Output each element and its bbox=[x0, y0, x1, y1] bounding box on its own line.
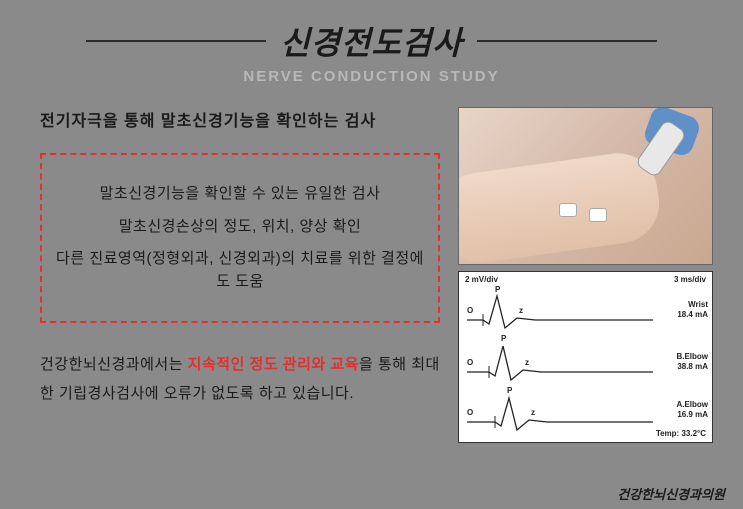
wave-3-top: A.Elbow bbox=[676, 400, 708, 409]
waveform-svg bbox=[465, 286, 655, 440]
procedure-photo bbox=[458, 107, 713, 265]
wave-1-top: Wrist bbox=[688, 300, 708, 309]
marker-O-2: O bbox=[467, 358, 473, 367]
box-line-3: 다른 진료영역(정형외과, 신경외과)의 치료를 위한 결정에도 도움 bbox=[56, 248, 424, 293]
marker-P-2: P bbox=[501, 334, 506, 343]
marker-P-3: P bbox=[507, 386, 512, 395]
chart-temp: Temp: 33.2°C bbox=[656, 429, 706, 438]
box-line-1: 말초신경기능을 확인할 수 있는 유일한 검사 bbox=[56, 183, 424, 206]
scale-right: 3 ms/div bbox=[674, 275, 706, 284]
marker-O-1: O bbox=[467, 306, 473, 315]
bottom-text: 건강한뇌신경과에서는 지속적인 정도 관리와 교육을 통해 최대한 기립경사검사… bbox=[40, 351, 440, 408]
page-title: 신경전도검사 bbox=[280, 18, 463, 64]
marker-Z-2: z bbox=[525, 358, 529, 367]
footer-brand: 건강한뇌신경과의원 bbox=[617, 484, 725, 503]
wave-1-bottom: 18.4 mA bbox=[677, 310, 708, 319]
wave-2-bottom: 38.8 mA bbox=[677, 362, 708, 371]
box-line-2: 말초신경손상의 정도, 위치, 양상 확인 bbox=[56, 216, 424, 239]
marker-Z-1: z bbox=[519, 306, 523, 315]
title-line-left bbox=[86, 40, 266, 42]
marker-Z-3: z bbox=[531, 408, 535, 417]
bottom-pre: 건강한뇌신경과에서는 bbox=[40, 356, 188, 373]
wave-2-top: B.Elbow bbox=[676, 352, 708, 361]
scale-left: 2 mV/div bbox=[465, 275, 498, 284]
page-subtitle: NERVE CONDUCTION STUDY bbox=[0, 68, 743, 85]
wave-label-1: Wrist 18.4 mA bbox=[677, 300, 708, 319]
wave-area: O P z O P z O P z bbox=[465, 286, 654, 438]
electrode-1 bbox=[559, 203, 577, 217]
title-row: 신경전도검사 bbox=[0, 0, 743, 64]
content: 전기자극을 통해 말초신경기능을 확인하는 검사 말초신경기능을 확인할 수 있… bbox=[0, 85, 743, 443]
bottom-highlight: 지속적인 정도 관리와 교육 bbox=[188, 356, 359, 373]
intro-text: 전기자극을 통해 말초신경기능을 확인하는 검사 bbox=[40, 107, 440, 131]
probe bbox=[622, 116, 692, 186]
left-column: 전기자극을 통해 말초신경기능을 확인하는 검사 말초신경기능을 확인할 수 있… bbox=[40, 107, 440, 443]
wave-label-2: B.Elbow 38.8 mA bbox=[676, 352, 708, 371]
electrode-2 bbox=[589, 208, 607, 222]
chart-scale-row: 2 mV/div 3 ms/div bbox=[465, 275, 706, 284]
right-column: 2 mV/div 3 ms/div bbox=[458, 107, 713, 443]
wave-3-bottom: 16.9 mA bbox=[677, 410, 708, 419]
title-line-right bbox=[477, 40, 657, 42]
marker-P-1: P bbox=[495, 285, 500, 294]
marker-O-3: O bbox=[467, 408, 473, 417]
wave-label-3: A.Elbow 16.9 mA bbox=[676, 400, 708, 419]
waveform-chart: 2 mV/div 3 ms/div bbox=[458, 271, 713, 443]
info-box: 말초신경기능을 확인할 수 있는 유일한 검사 말초신경손상의 정도, 위치, … bbox=[40, 153, 440, 323]
